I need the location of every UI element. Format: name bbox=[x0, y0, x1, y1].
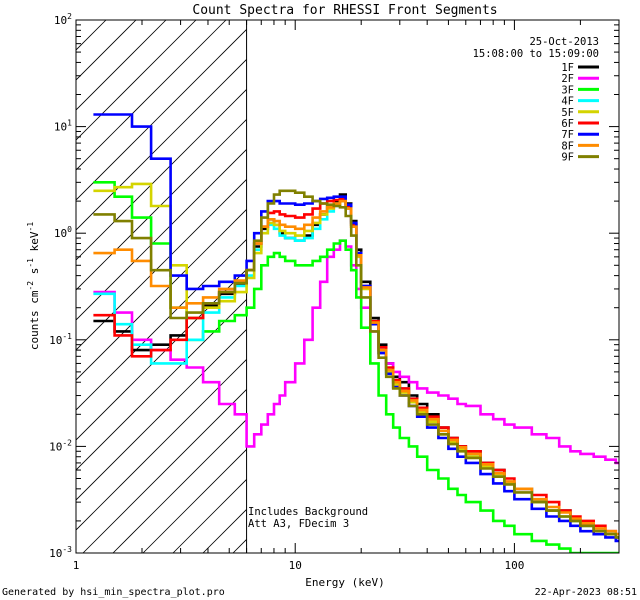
hatch-line bbox=[76, 298, 247, 471]
hatch-line bbox=[76, 148, 247, 321]
hatch-line bbox=[82, 388, 247, 553]
series-7F-line bbox=[93, 113, 619, 543]
y-tick-label: 102 bbox=[54, 12, 72, 27]
axis-layer: 1 10 100 102 101 100 10-1 10-2 10-3 bbox=[49, 12, 619, 572]
series-layer bbox=[93, 113, 619, 553]
y-tick-label: 10-1 bbox=[49, 332, 72, 347]
hatch-line bbox=[76, 20, 197, 141]
y-tick-label: 101 bbox=[54, 119, 72, 134]
hatch-line bbox=[76, 358, 247, 531]
hatch-line bbox=[76, 20, 227, 171]
hatch-line bbox=[76, 328, 247, 501]
date-label: 25-Oct-2013 bbox=[529, 36, 599, 48]
plot-frame bbox=[75, 19, 620, 554]
hatch-line bbox=[76, 28, 247, 201]
hatch-line bbox=[76, 238, 247, 411]
chart-title: Count Spectra for RHESSI Front Segments bbox=[192, 3, 497, 18]
series-2F-line bbox=[93, 239, 619, 465]
series-8F-line bbox=[93, 199, 619, 536]
legend-label-8F: 8F bbox=[561, 140, 574, 152]
legend-label-7F: 7F bbox=[561, 129, 574, 141]
legend-label-2F: 2F bbox=[561, 73, 574, 85]
annotation-attenuator: Att A3, FDecim 3 bbox=[248, 518, 349, 530]
hatch-line bbox=[76, 20, 107, 51]
legend-label-9F: 9F bbox=[561, 152, 574, 164]
hatch-line bbox=[76, 268, 247, 441]
legend-label-6F: 6F bbox=[561, 118, 574, 130]
x-tick-label: 1 bbox=[73, 559, 80, 572]
y-axis-label: counts cm-2 s-1 keV-1 bbox=[26, 222, 41, 350]
footer-generated-by: Generated by hsi_min_spectra_plot.pro bbox=[2, 587, 225, 598]
hatch-line bbox=[76, 20, 167, 111]
hatch-line bbox=[76, 178, 247, 351]
y-tick-label: 10-2 bbox=[49, 438, 72, 453]
legend-label-1F: 1F bbox=[561, 62, 574, 74]
hatch-line bbox=[112, 418, 247, 553]
series-9F-line bbox=[93, 189, 619, 539]
legend-label-5F: 5F bbox=[561, 107, 574, 119]
series-3F-line bbox=[93, 181, 619, 553]
hatch-line bbox=[142, 448, 247, 553]
x-tick-label: 100 bbox=[504, 559, 524, 572]
time-range-label: 15:08:00 to 15:09:00 bbox=[473, 48, 599, 60]
x-axis-label: Energy (keV) bbox=[305, 576, 384, 589]
footer-date: 22-Apr-2023 08:51 bbox=[535, 587, 637, 598]
hatch-line bbox=[76, 88, 247, 261]
legend-label-4F: 4F bbox=[561, 96, 574, 108]
legend-label-3F: 3F bbox=[561, 84, 574, 96]
y-tick-label: 10-3 bbox=[49, 545, 72, 560]
annotation-background: Includes Background bbox=[248, 506, 368, 518]
hatch-line bbox=[76, 58, 247, 231]
y-tick-label: 100 bbox=[54, 225, 72, 240]
hatch-line bbox=[202, 508, 247, 553]
hatch-line bbox=[76, 118, 247, 291]
hatch-line bbox=[76, 20, 77, 21]
x-tick-label: 10 bbox=[289, 559, 302, 572]
